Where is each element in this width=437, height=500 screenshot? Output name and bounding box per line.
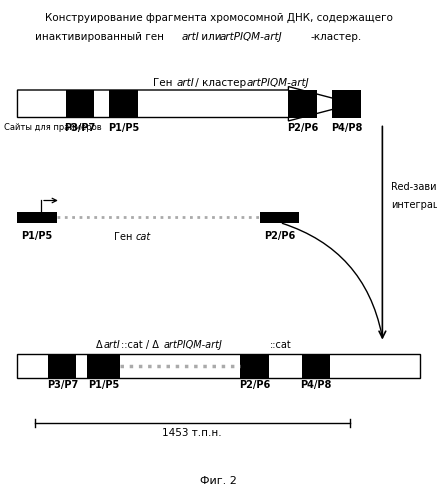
Text: artPIQM-artJ: artPIQM-artJ xyxy=(220,32,282,42)
Text: P2/P6: P2/P6 xyxy=(239,380,271,390)
Text: P1/P5: P1/P5 xyxy=(108,124,139,134)
FancyArrow shape xyxy=(17,86,354,121)
Text: cat: cat xyxy=(135,232,151,241)
Text: Red-зависимая: Red-зависимая xyxy=(391,182,437,192)
Bar xyxy=(240,354,269,378)
Text: artPIQM-artJ: artPIQM-artJ xyxy=(247,78,309,88)
Text: или: или xyxy=(198,32,225,42)
Text: P4/P8: P4/P8 xyxy=(331,124,362,134)
Bar xyxy=(302,354,330,378)
Bar xyxy=(332,90,361,118)
Text: P4/P8: P4/P8 xyxy=(300,380,332,390)
Text: интеграция: интеграция xyxy=(391,200,437,210)
Text: Ген: Ген xyxy=(153,78,176,88)
Text: P2/P6: P2/P6 xyxy=(287,124,319,134)
Bar xyxy=(17,212,57,222)
Text: P2/P6: P2/P6 xyxy=(264,232,295,241)
Text: ::cat / Δ: ::cat / Δ xyxy=(121,340,160,350)
Bar xyxy=(288,90,317,118)
Text: Конструирование фрагмента хромосомной ДНК, содержащего: Конструирование фрагмента хромосомной ДН… xyxy=(45,12,392,22)
FancyArrowPatch shape xyxy=(282,224,382,335)
Text: ::cat: ::cat xyxy=(270,340,292,350)
Text: artI: artI xyxy=(177,78,195,88)
Text: / кластер: / кластер xyxy=(192,78,250,88)
Text: -кластер.: -кластер. xyxy=(310,32,361,42)
Text: Ген: Ген xyxy=(114,232,135,241)
Bar xyxy=(87,354,120,378)
Text: инактивированный ген: инактивированный ген xyxy=(35,32,167,42)
Bar xyxy=(260,212,299,222)
Text: Δ: Δ xyxy=(96,340,103,350)
Text: P3/P7: P3/P7 xyxy=(47,380,78,390)
Bar xyxy=(109,90,138,118)
Bar xyxy=(17,354,420,378)
Text: artI: artI xyxy=(104,340,121,350)
Text: P1/P5: P1/P5 xyxy=(21,232,53,241)
Text: artI: artI xyxy=(181,32,199,42)
Bar xyxy=(48,354,76,378)
Text: artPIQM-artJ: artPIQM-artJ xyxy=(164,340,223,350)
Text: Сайты для праймеров: Сайты для праймеров xyxy=(4,124,102,132)
Bar xyxy=(66,90,94,118)
Text: Фиг. 2: Фиг. 2 xyxy=(200,476,237,486)
Text: P3/P7: P3/P7 xyxy=(64,124,96,134)
Text: 1453 т.п.н.: 1453 т.п.н. xyxy=(163,428,222,438)
Text: P1/P5: P1/P5 xyxy=(88,380,120,390)
